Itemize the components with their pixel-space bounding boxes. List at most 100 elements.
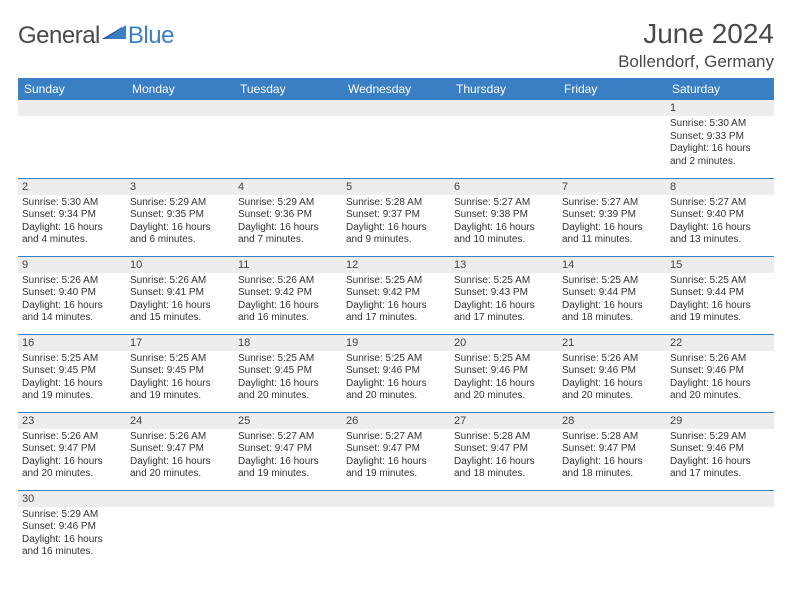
day-number: 17: [126, 335, 234, 351]
day-number: 5: [342, 179, 450, 195]
day-number: 19: [342, 335, 450, 351]
day-details: Sunrise: 5:29 AMSunset: 9:36 PMDaylight:…: [234, 195, 342, 251]
calendar-cell: [342, 100, 450, 178]
calendar-body: 1Sunrise: 5:30 AMSunset: 9:33 PMDaylight…: [18, 100, 774, 568]
calendar-row: 2Sunrise: 5:30 AMSunset: 9:34 PMDaylight…: [18, 178, 774, 256]
calendar-cell: [666, 490, 774, 568]
day-number: 7: [558, 179, 666, 195]
calendar-cell: 4Sunrise: 5:29 AMSunset: 9:36 PMDaylight…: [234, 178, 342, 256]
calendar-cell: 30Sunrise: 5:29 AMSunset: 9:46 PMDayligh…: [18, 490, 126, 568]
location: Bollendorf, Germany: [618, 52, 774, 72]
day-details: Sunrise: 5:29 AMSunset: 9:35 PMDaylight:…: [126, 195, 234, 251]
day-number: 1: [666, 100, 774, 116]
day-details: Sunrise: 5:26 AMSunset: 9:46 PMDaylight:…: [666, 351, 774, 407]
day-details: Sunrise: 5:29 AMSunset: 9:46 PMDaylight:…: [666, 429, 774, 485]
day-number: 13: [450, 257, 558, 273]
day-number: 8: [666, 179, 774, 195]
calendar-cell: 29Sunrise: 5:29 AMSunset: 9:46 PMDayligh…: [666, 412, 774, 490]
calendar-cell: [558, 490, 666, 568]
calendar-cell: 27Sunrise: 5:28 AMSunset: 9:47 PMDayligh…: [450, 412, 558, 490]
day-details: Sunrise: 5:28 AMSunset: 9:47 PMDaylight:…: [450, 429, 558, 485]
day-number: 18: [234, 335, 342, 351]
day-number: 26: [342, 413, 450, 429]
calendar-cell: 2Sunrise: 5:30 AMSunset: 9:34 PMDaylight…: [18, 178, 126, 256]
day-details: Sunrise: 5:30 AMSunset: 9:33 PMDaylight:…: [666, 116, 774, 172]
day-details: Sunrise: 5:25 AMSunset: 9:44 PMDaylight:…: [666, 273, 774, 329]
calendar-cell: 18Sunrise: 5:25 AMSunset: 9:45 PMDayligh…: [234, 334, 342, 412]
day-number: 4: [234, 179, 342, 195]
day-details: Sunrise: 5:26 AMSunset: 9:46 PMDaylight:…: [558, 351, 666, 407]
calendar-cell: 6Sunrise: 5:27 AMSunset: 9:38 PMDaylight…: [450, 178, 558, 256]
day-number: 21: [558, 335, 666, 351]
calendar-cell: [342, 490, 450, 568]
day-number: 25: [234, 413, 342, 429]
calendar-cell: 24Sunrise: 5:26 AMSunset: 9:47 PMDayligh…: [126, 412, 234, 490]
day-number: 9: [18, 257, 126, 273]
day-number: 2: [18, 179, 126, 195]
weekday-header: Friday: [558, 78, 666, 100]
day-number-empty: [126, 100, 234, 116]
day-number: 24: [126, 413, 234, 429]
day-details: Sunrise: 5:30 AMSunset: 9:34 PMDaylight:…: [18, 195, 126, 251]
calendar-row: 30Sunrise: 5:29 AMSunset: 9:46 PMDayligh…: [18, 490, 774, 568]
day-details: Sunrise: 5:25 AMSunset: 9:46 PMDaylight:…: [342, 351, 450, 407]
calendar-cell: 25Sunrise: 5:27 AMSunset: 9:47 PMDayligh…: [234, 412, 342, 490]
day-number: 3: [126, 179, 234, 195]
day-number-empty: [342, 491, 450, 507]
calendar-header-row: SundayMondayTuesdayWednesdayThursdayFrid…: [18, 78, 774, 100]
calendar-cell: 15Sunrise: 5:25 AMSunset: 9:44 PMDayligh…: [666, 256, 774, 334]
day-details: Sunrise: 5:25 AMSunset: 9:45 PMDaylight:…: [234, 351, 342, 407]
day-number: 12: [342, 257, 450, 273]
brand-logo: General Blue: [18, 18, 174, 50]
day-details: Sunrise: 5:25 AMSunset: 9:42 PMDaylight:…: [342, 273, 450, 329]
day-number-empty: [450, 100, 558, 116]
weekday-header: Sunday: [18, 78, 126, 100]
day-number-empty: [558, 491, 666, 507]
weekday-header: Saturday: [666, 78, 774, 100]
weekday-header: Monday: [126, 78, 234, 100]
calendar-cell: 12Sunrise: 5:25 AMSunset: 9:42 PMDayligh…: [342, 256, 450, 334]
calendar-cell: 10Sunrise: 5:26 AMSunset: 9:41 PMDayligh…: [126, 256, 234, 334]
day-number: 6: [450, 179, 558, 195]
calendar-cell: [18, 100, 126, 178]
day-details: Sunrise: 5:25 AMSunset: 9:43 PMDaylight:…: [450, 273, 558, 329]
day-number: 28: [558, 413, 666, 429]
day-details: Sunrise: 5:27 AMSunset: 9:47 PMDaylight:…: [342, 429, 450, 485]
calendar-row: 16Sunrise: 5:25 AMSunset: 9:45 PMDayligh…: [18, 334, 774, 412]
day-details: Sunrise: 5:27 AMSunset: 9:38 PMDaylight:…: [450, 195, 558, 251]
calendar-cell: 20Sunrise: 5:25 AMSunset: 9:46 PMDayligh…: [450, 334, 558, 412]
day-details: Sunrise: 5:26 AMSunset: 9:40 PMDaylight:…: [18, 273, 126, 329]
calendar-cell: 1Sunrise: 5:30 AMSunset: 9:33 PMDaylight…: [666, 100, 774, 178]
calendar-row: 1Sunrise: 5:30 AMSunset: 9:33 PMDaylight…: [18, 100, 774, 178]
day-details: Sunrise: 5:28 AMSunset: 9:37 PMDaylight:…: [342, 195, 450, 251]
day-number-empty: [342, 100, 450, 116]
flag-icon: [102, 25, 128, 48]
calendar-cell: 21Sunrise: 5:26 AMSunset: 9:46 PMDayligh…: [558, 334, 666, 412]
day-details: Sunrise: 5:25 AMSunset: 9:45 PMDaylight:…: [126, 351, 234, 407]
calendar-cell: 3Sunrise: 5:29 AMSunset: 9:35 PMDaylight…: [126, 178, 234, 256]
calendar-table: SundayMondayTuesdayWednesdayThursdayFrid…: [18, 78, 774, 568]
calendar-cell: 26Sunrise: 5:27 AMSunset: 9:47 PMDayligh…: [342, 412, 450, 490]
day-number-empty: [234, 491, 342, 507]
day-number-empty: [18, 100, 126, 116]
day-details: Sunrise: 5:26 AMSunset: 9:41 PMDaylight:…: [126, 273, 234, 329]
calendar-cell: [558, 100, 666, 178]
calendar-cell: [126, 100, 234, 178]
day-number-empty: [450, 491, 558, 507]
day-details: Sunrise: 5:29 AMSunset: 9:46 PMDaylight:…: [18, 507, 126, 563]
day-details: Sunrise: 5:27 AMSunset: 9:40 PMDaylight:…: [666, 195, 774, 251]
weekday-header: Thursday: [450, 78, 558, 100]
day-details: Sunrise: 5:28 AMSunset: 9:47 PMDaylight:…: [558, 429, 666, 485]
calendar-cell: 13Sunrise: 5:25 AMSunset: 9:43 PMDayligh…: [450, 256, 558, 334]
calendar-cell: 14Sunrise: 5:25 AMSunset: 9:44 PMDayligh…: [558, 256, 666, 334]
day-number: 23: [18, 413, 126, 429]
day-number: 11: [234, 257, 342, 273]
calendar-cell: 17Sunrise: 5:25 AMSunset: 9:45 PMDayligh…: [126, 334, 234, 412]
calendar-cell: 5Sunrise: 5:28 AMSunset: 9:37 PMDaylight…: [342, 178, 450, 256]
day-details: Sunrise: 5:27 AMSunset: 9:39 PMDaylight:…: [558, 195, 666, 251]
calendar-cell: 7Sunrise: 5:27 AMSunset: 9:39 PMDaylight…: [558, 178, 666, 256]
calendar-cell: [126, 490, 234, 568]
calendar-cell: [450, 490, 558, 568]
weekday-header: Tuesday: [234, 78, 342, 100]
calendar-cell: [234, 100, 342, 178]
